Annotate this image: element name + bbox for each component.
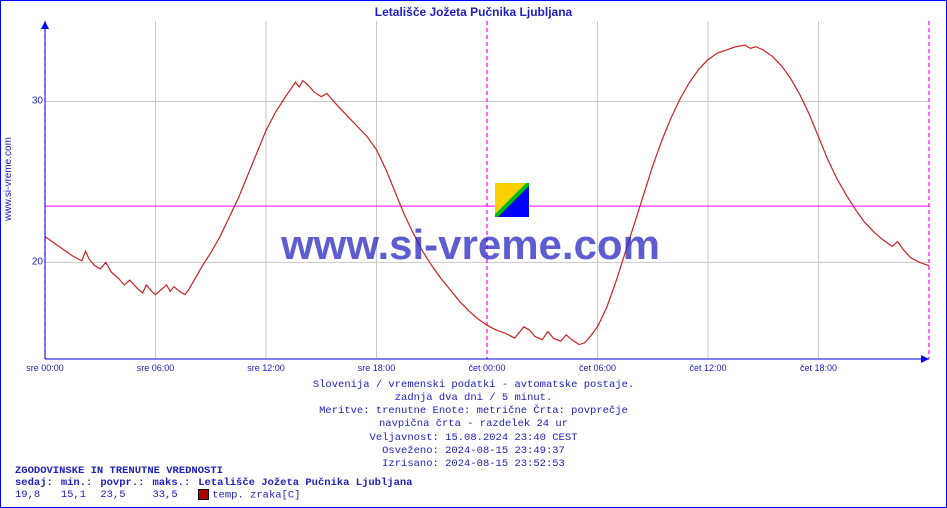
x-tick-label: čet 12:00 [689, 363, 726, 373]
chart-title: Letališče Jožeta Pučnika Ljubljana [1, 5, 946, 19]
caption-block: Slovenija / vremenski podatki - avtomats… [1, 379, 946, 471]
stats-val-min: 15,1 [61, 489, 101, 501]
chart-frame: www.si-vreme.com Letališče Jožeta Pučnik… [0, 0, 947, 508]
stats-val-now: 19,8 [15, 489, 61, 501]
caption-line: Veljavnost: 15.08.2024 23:40 CEST [1, 432, 946, 445]
x-tick-label: čet 00:00 [468, 363, 505, 373]
y-axis-arrow [41, 21, 49, 29]
x-tick-label: čet 18:00 [800, 363, 837, 373]
stats-title: ZGODOVINSKE IN TRENUTNE VREDNOSTI [15, 465, 421, 477]
stats-hdr-now: sedaj: [15, 477, 61, 489]
legend-swatch [198, 489, 209, 500]
x-tick-label: sre 12:00 [247, 363, 285, 373]
x-tick-label: čet 06:00 [579, 363, 616, 373]
caption-line: Osveženo: 2024-08-15 23:49:37 [1, 445, 946, 458]
stats-hdr-min: min.: [61, 477, 101, 489]
x-tick-label: sre 18:00 [358, 363, 396, 373]
stats-hdr-max: maks.: [152, 477, 198, 489]
y-tick-label: 20 [23, 257, 43, 268]
y-axis-label: www.si-vreme.com [3, 137, 14, 221]
x-axis-arrow [921, 355, 929, 363]
y-tick-label: 30 [23, 96, 43, 107]
plot-svg [45, 21, 929, 359]
legend-label: temp. zraka[C] [212, 489, 300, 501]
watermark-text: www.si-vreme.com [281, 221, 660, 269]
stats-legend: temp. zraka[C] [198, 489, 420, 501]
watermark-icon [495, 183, 529, 217]
caption-line: Slovenija / vremenski podatki - avtomats… [1, 379, 946, 392]
x-tick-label: sre 00:00 [26, 363, 64, 373]
plot-area: www.si-vreme.com [45, 21, 929, 359]
stats-hdr-avg: povpr.: [100, 477, 152, 489]
x-tick-label: sre 06:00 [137, 363, 175, 373]
stats-val-max: 33,5 [152, 489, 198, 501]
stats-table: sedaj: min.: povpr.: maks.: Letališče Jo… [15, 477, 421, 501]
caption-line: zadnja dva dni / 5 minut. [1, 392, 946, 405]
stats-series-label: Letališče Jožeta Pučnika Ljubljana [198, 477, 420, 489]
caption-line: Meritve: trenutne Enote: metrične Črta: … [1, 405, 946, 418]
stats-block: ZGODOVINSKE IN TRENUTNE VREDNOSTI sedaj:… [15, 465, 421, 501]
series-line [45, 45, 929, 344]
stats-val-avg: 23,5 [100, 489, 152, 501]
caption-line: navpična črta - razdelek 24 ur [1, 418, 946, 431]
